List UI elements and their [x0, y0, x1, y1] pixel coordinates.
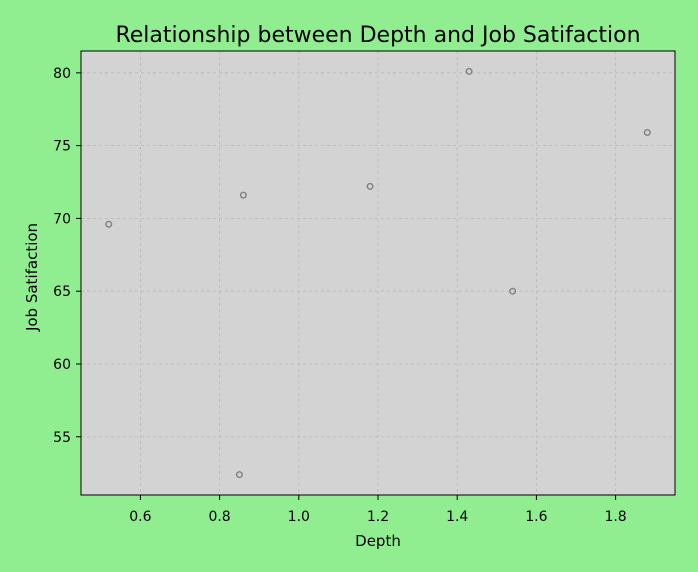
y-tick-label: 75: [53, 139, 71, 155]
scatter-point: [239, 191, 247, 199]
x-tick-label: 1.0: [288, 509, 310, 525]
y-axis-label: Job Satifaction: [23, 223, 41, 332]
x-axis-label: Depth: [355, 532, 401, 550]
x-tick-label: 1.6: [525, 509, 547, 525]
scatter-point: [643, 129, 651, 137]
x-tick-label: 0.6: [129, 509, 151, 525]
y-tick-label: 70: [53, 211, 71, 227]
scatter-point: [465, 67, 473, 75]
x-tick-label: 1.2: [367, 509, 389, 525]
scatter-point: [235, 471, 243, 479]
y-tick-label: 60: [53, 357, 71, 373]
scatter-point: [509, 287, 517, 295]
chart-title: Relationship between Depth and Job Satif…: [115, 23, 640, 48]
x-tick-label: 0.8: [208, 509, 230, 525]
x-tick-label: 1.8: [604, 509, 626, 525]
y-tick-label: 55: [53, 430, 71, 446]
y-tick-label: 65: [53, 284, 71, 300]
y-tick-label: 80: [53, 66, 71, 82]
x-tick-label: 1.4: [446, 509, 468, 525]
scatter-point: [105, 220, 113, 228]
scatter-point: [366, 182, 374, 190]
